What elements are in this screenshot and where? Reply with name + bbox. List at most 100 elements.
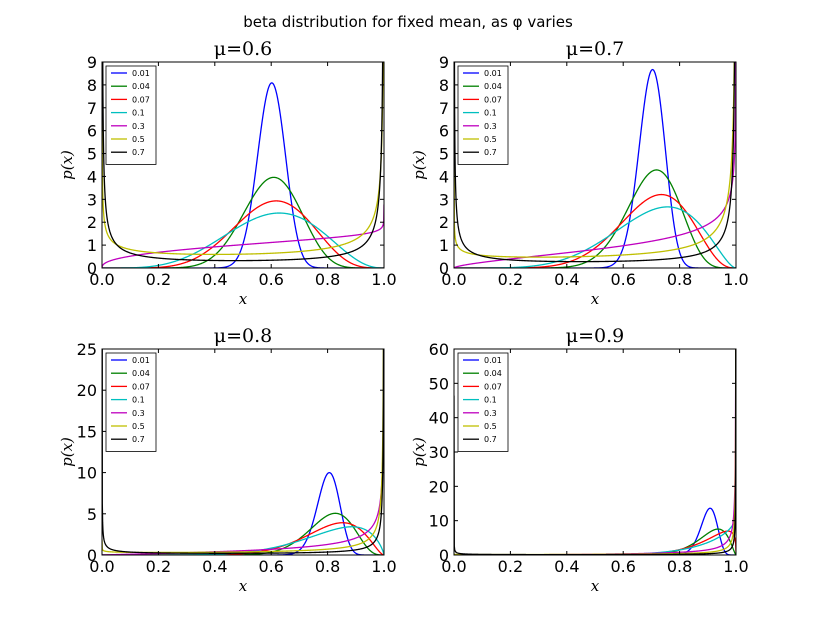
panel-3: μ=0.8 0.0 0.2 0.4 0.6 0.8 1.0 0 5 10 15 20 25 x p(x) 0.…	[58, 325, 397, 595]
x-tick-label: 1.0	[723, 270, 748, 289]
x-tick-label: 0.0	[89, 557, 114, 576]
legend-label: 0.3	[132, 122, 145, 131]
y-tick-label: 3	[439, 190, 449, 209]
legend-box	[105, 352, 157, 452]
series-line-0.7	[102, 62, 384, 262]
series-line-0.04	[454, 528, 736, 555]
legend-label: 0.5	[132, 422, 145, 431]
y-tick-label: 20	[429, 477, 449, 496]
y-tick-label: 4	[87, 167, 97, 186]
x-axis-label: x	[591, 290, 600, 308]
legend-label: 0.1	[132, 109, 145, 118]
y-tick-label: 40	[429, 409, 449, 428]
series-line-0.01	[102, 471, 384, 555]
y-tick-label: 20	[77, 381, 97, 400]
legend: 0.01 0.04 0.07 0.1 0.3 0.5 0.7	[105, 65, 157, 165]
legend-label: 0.3	[484, 122, 497, 131]
x-tick-label: 0.4	[202, 270, 227, 289]
x-tick-label: 0.2	[146, 557, 171, 576]
series-line-0.01	[454, 507, 736, 555]
panel-title: μ=0.8	[214, 325, 272, 347]
legend-box	[457, 352, 509, 452]
series-line-0.3	[102, 204, 384, 268]
legend-label: 0.5	[484, 422, 497, 431]
legend-box	[105, 65, 157, 165]
series-line-0.04	[102, 176, 384, 268]
legend-label: 0.04	[484, 369, 502, 378]
x-tick-label: 1.0	[371, 270, 396, 289]
x-tick-label: 0.8	[315, 270, 340, 289]
y-axis-label: p(x)	[58, 437, 76, 467]
y-tick-label: 7	[439, 99, 449, 118]
legend-label: 0.07	[132, 382, 150, 391]
panel-1: μ=0.6 0.0 0.2 0.4 0.6 0.8 1.0 0 1 2 3 4 5 6 7 8 9 x p(x) 0.…	[58, 38, 397, 308]
y-tick-label: 1	[439, 236, 449, 255]
x-tick-label: 0.4	[202, 557, 227, 576]
x-tick-label: 0.6	[258, 270, 283, 289]
legend: 0.01 0.04 0.07 0.1 0.3 0.5 0.7	[457, 352, 509, 452]
x-tick-label: 0.6	[610, 557, 635, 576]
series-line-0.1	[102, 212, 384, 268]
legend-label: 0.1	[484, 109, 497, 118]
legend-label: 0.3	[132, 409, 145, 418]
y-tick-label: 7	[87, 99, 97, 118]
legend-label: 0.1	[132, 396, 145, 405]
series-line-0.5	[102, 62, 384, 256]
legend-label: 0.01	[484, 69, 502, 78]
legend: 0.01 0.04 0.07 0.1 0.3 0.5 0.7	[105, 352, 157, 452]
x-tick-label: 0.4	[554, 557, 579, 576]
legend-label: 0.5	[132, 135, 145, 144]
y-tick-label: 1	[87, 236, 97, 255]
y-tick-label: 6	[87, 122, 97, 141]
panel-title: μ=0.9	[566, 325, 624, 347]
y-tick-label: 8	[439, 76, 449, 95]
axes-frame	[453, 61, 737, 269]
series-group	[102, 349, 384, 555]
legend: 0.01 0.04 0.07 0.1 0.3 0.5 0.7	[457, 65, 509, 165]
y-tick-label: 5	[439, 145, 449, 164]
y-tick-label: 25	[77, 340, 97, 359]
x-axis-label: x	[239, 290, 248, 308]
y-tick-label: 5	[87, 505, 97, 524]
y-tick-label: 10	[429, 512, 449, 531]
x-tick-label: 0.6	[258, 557, 283, 576]
y-tick-label: 0	[439, 546, 449, 565]
panel-4: μ=0.9 0.0 0.2 0.4 0.6 0.8 1.0 0 10 20 30 40 50 60 x p(x…	[410, 325, 749, 595]
legend-label: 0.7	[132, 435, 145, 444]
y-tick-label: 0	[87, 259, 97, 278]
y-tick-label: 30	[429, 443, 449, 462]
legend-label: 0.7	[132, 148, 145, 157]
x-tick-label: 1.0	[723, 557, 748, 576]
axes-frame	[101, 61, 385, 269]
series-group	[102, 62, 384, 268]
x-tick-label: 0.8	[667, 557, 692, 576]
y-tick-label: 9	[439, 53, 449, 72]
y-tick-label: 3	[87, 190, 97, 209]
series-line-0.7	[102, 349, 384, 554]
y-axis-label: p(x)	[58, 150, 76, 180]
legend-label: 0.07	[132, 95, 150, 104]
panel-title: μ=0.7	[566, 38, 624, 60]
legend-label: 0.04	[484, 82, 502, 91]
legend-label: 0.01	[132, 69, 150, 78]
legend-label: 0.07	[484, 95, 502, 104]
x-tick-label: 0.2	[498, 270, 523, 289]
y-tick-label: 9	[87, 53, 97, 72]
x-tick-label: 1.0	[371, 557, 396, 576]
y-tick-label: 2	[87, 213, 97, 232]
legend-label: 0.04	[132, 369, 150, 378]
x-tick-label: 0.4	[554, 270, 579, 289]
y-tick-label: 8	[87, 76, 97, 95]
series-line-0.3	[454, 62, 736, 268]
y-tick-label: 2	[439, 213, 449, 232]
y-tick-label: 15	[77, 422, 97, 441]
axes-frame	[101, 348, 385, 556]
legend-label: 0.01	[132, 356, 150, 365]
x-tick-label: 0.0	[441, 557, 466, 576]
legend-label: 0.5	[484, 135, 497, 144]
x-tick-label: 0.2	[146, 270, 171, 289]
legend-label: 0.04	[132, 82, 150, 91]
legend-label: 0.1	[484, 396, 497, 405]
y-tick-label: 0	[87, 546, 97, 565]
